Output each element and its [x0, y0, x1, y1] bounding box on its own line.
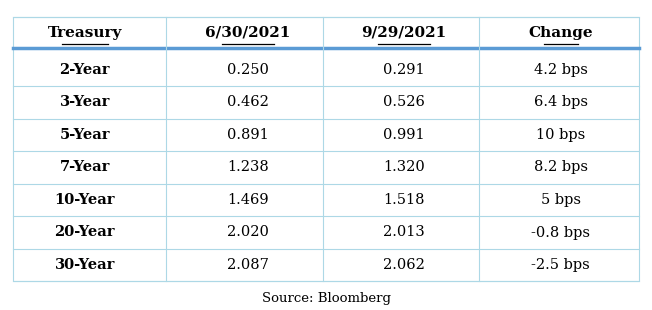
Text: 7-Year: 7-Year	[59, 160, 110, 175]
Text: 2.013: 2.013	[383, 225, 425, 240]
Text: 5-Year: 5-Year	[59, 128, 110, 142]
Text: 0.526: 0.526	[383, 95, 425, 109]
Bar	[13, 17, 639, 281]
Text: 5 bps: 5 bps	[541, 193, 581, 207]
Text: 6.4 bps: 6.4 bps	[534, 95, 587, 109]
Text: 0.991: 0.991	[383, 128, 425, 142]
Text: 1.469: 1.469	[227, 193, 269, 207]
Text: 9/29/2021: 9/29/2021	[362, 25, 447, 40]
Text: 30-Year: 30-Year	[55, 258, 115, 272]
Text: Treasury: Treasury	[48, 25, 122, 40]
Text: 10-Year: 10-Year	[55, 193, 115, 207]
Text: 10 bps: 10 bps	[536, 128, 585, 142]
Text: 0.250: 0.250	[227, 63, 269, 77]
Text: 8.2 bps: 8.2 bps	[534, 160, 587, 175]
Text: 1.238: 1.238	[227, 160, 269, 175]
Text: 6/30/2021: 6/30/2021	[205, 25, 290, 40]
Text: 2-Year: 2-Year	[59, 63, 110, 77]
Text: Change: Change	[528, 25, 593, 40]
Text: 2.062: 2.062	[383, 258, 425, 272]
Text: 0.891: 0.891	[227, 128, 269, 142]
Text: -0.8 bps: -0.8 bps	[531, 225, 590, 240]
Text: 3-Year: 3-Year	[59, 95, 110, 109]
Text: 0.462: 0.462	[227, 95, 269, 109]
Text: 1.518: 1.518	[383, 193, 425, 207]
Text: 1.320: 1.320	[383, 160, 425, 175]
Text: 2.087: 2.087	[227, 258, 269, 272]
Text: 2.020: 2.020	[227, 225, 269, 240]
Text: 4.2 bps: 4.2 bps	[534, 63, 587, 77]
Text: 20-Year: 20-Year	[55, 225, 115, 240]
Text: Source: Bloomberg: Source: Bloomberg	[261, 292, 391, 305]
Text: -2.5 bps: -2.5 bps	[531, 258, 590, 272]
Text: 0.291: 0.291	[383, 63, 425, 77]
